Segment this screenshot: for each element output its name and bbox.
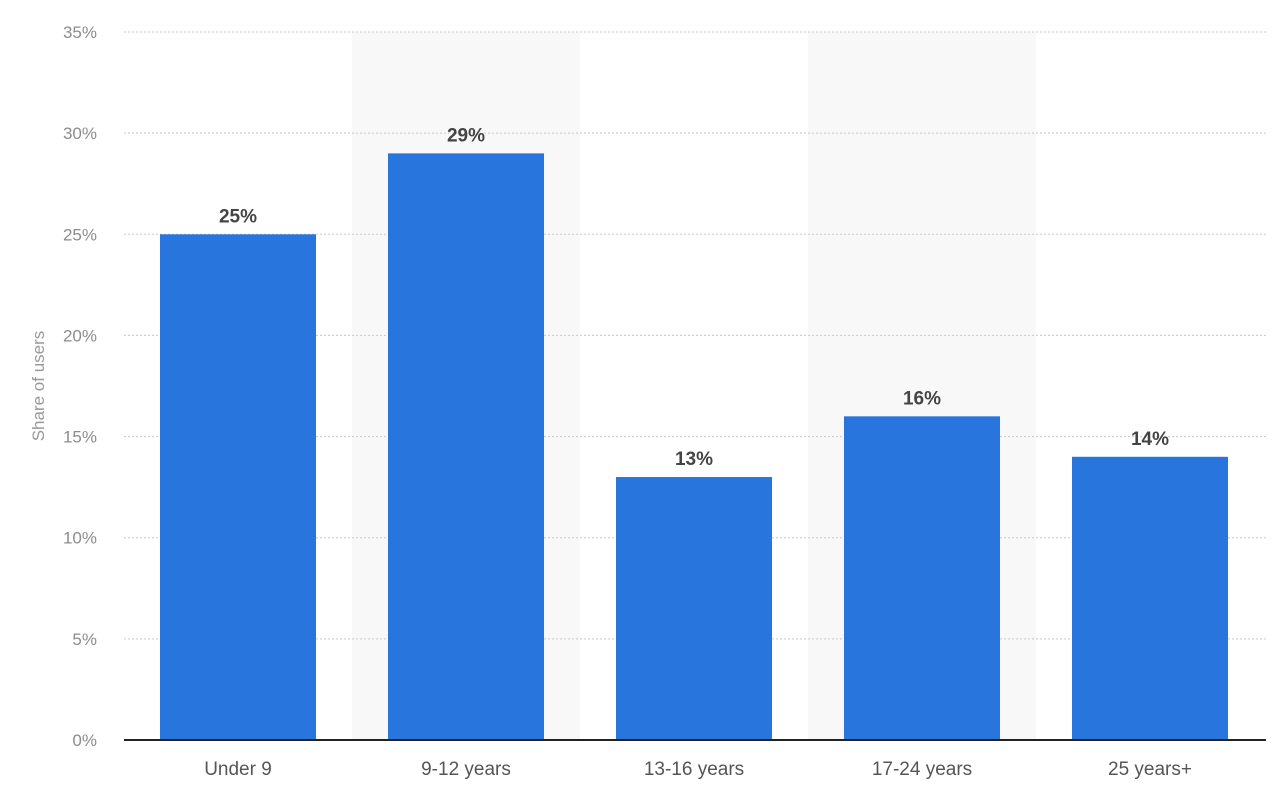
y-tick-label: 0% — [72, 731, 97, 750]
data-label: 16% — [903, 388, 941, 409]
x-axis-categories: Under 9 9-12 years 13-16 years 17-24 years 2… — [204, 759, 1192, 780]
bar — [844, 416, 1000, 740]
bars — [160, 153, 1228, 741]
x-category-label: 9-12 years — [421, 759, 511, 780]
data-label: 29% — [447, 125, 485, 146]
y-tick-label: 20% — [63, 326, 97, 345]
data-label: 25% — [219, 206, 257, 227]
y-tick-label: 30% — [63, 124, 97, 143]
x-category-label: 17-24 years — [872, 759, 972, 780]
y-axis-title: Share of users — [29, 331, 48, 442]
x-category-label: 25 years+ — [1108, 759, 1192, 780]
x-category-label: 13-16 years — [644, 759, 744, 780]
y-axis-ticks: 0% 5% 10% 15% 20% 25% 30% 35% — [63, 23, 97, 750]
bar — [388, 153, 544, 740]
bar — [1072, 456, 1228, 740]
y-tick-label: 5% — [72, 630, 97, 649]
bar — [160, 234, 316, 741]
y-tick-label: 15% — [63, 428, 97, 447]
x-category-label: Under 9 — [204, 759, 272, 780]
y-tick-label: 25% — [63, 225, 97, 244]
data-label: 13% — [675, 449, 713, 470]
bar — [616, 477, 772, 740]
y-tick-label: 10% — [63, 529, 97, 548]
data-labels: 25% 29% 13% 16% 14% — [219, 125, 1169, 470]
y-tick-label: 35% — [63, 23, 97, 42]
data-label: 14% — [1131, 429, 1169, 450]
